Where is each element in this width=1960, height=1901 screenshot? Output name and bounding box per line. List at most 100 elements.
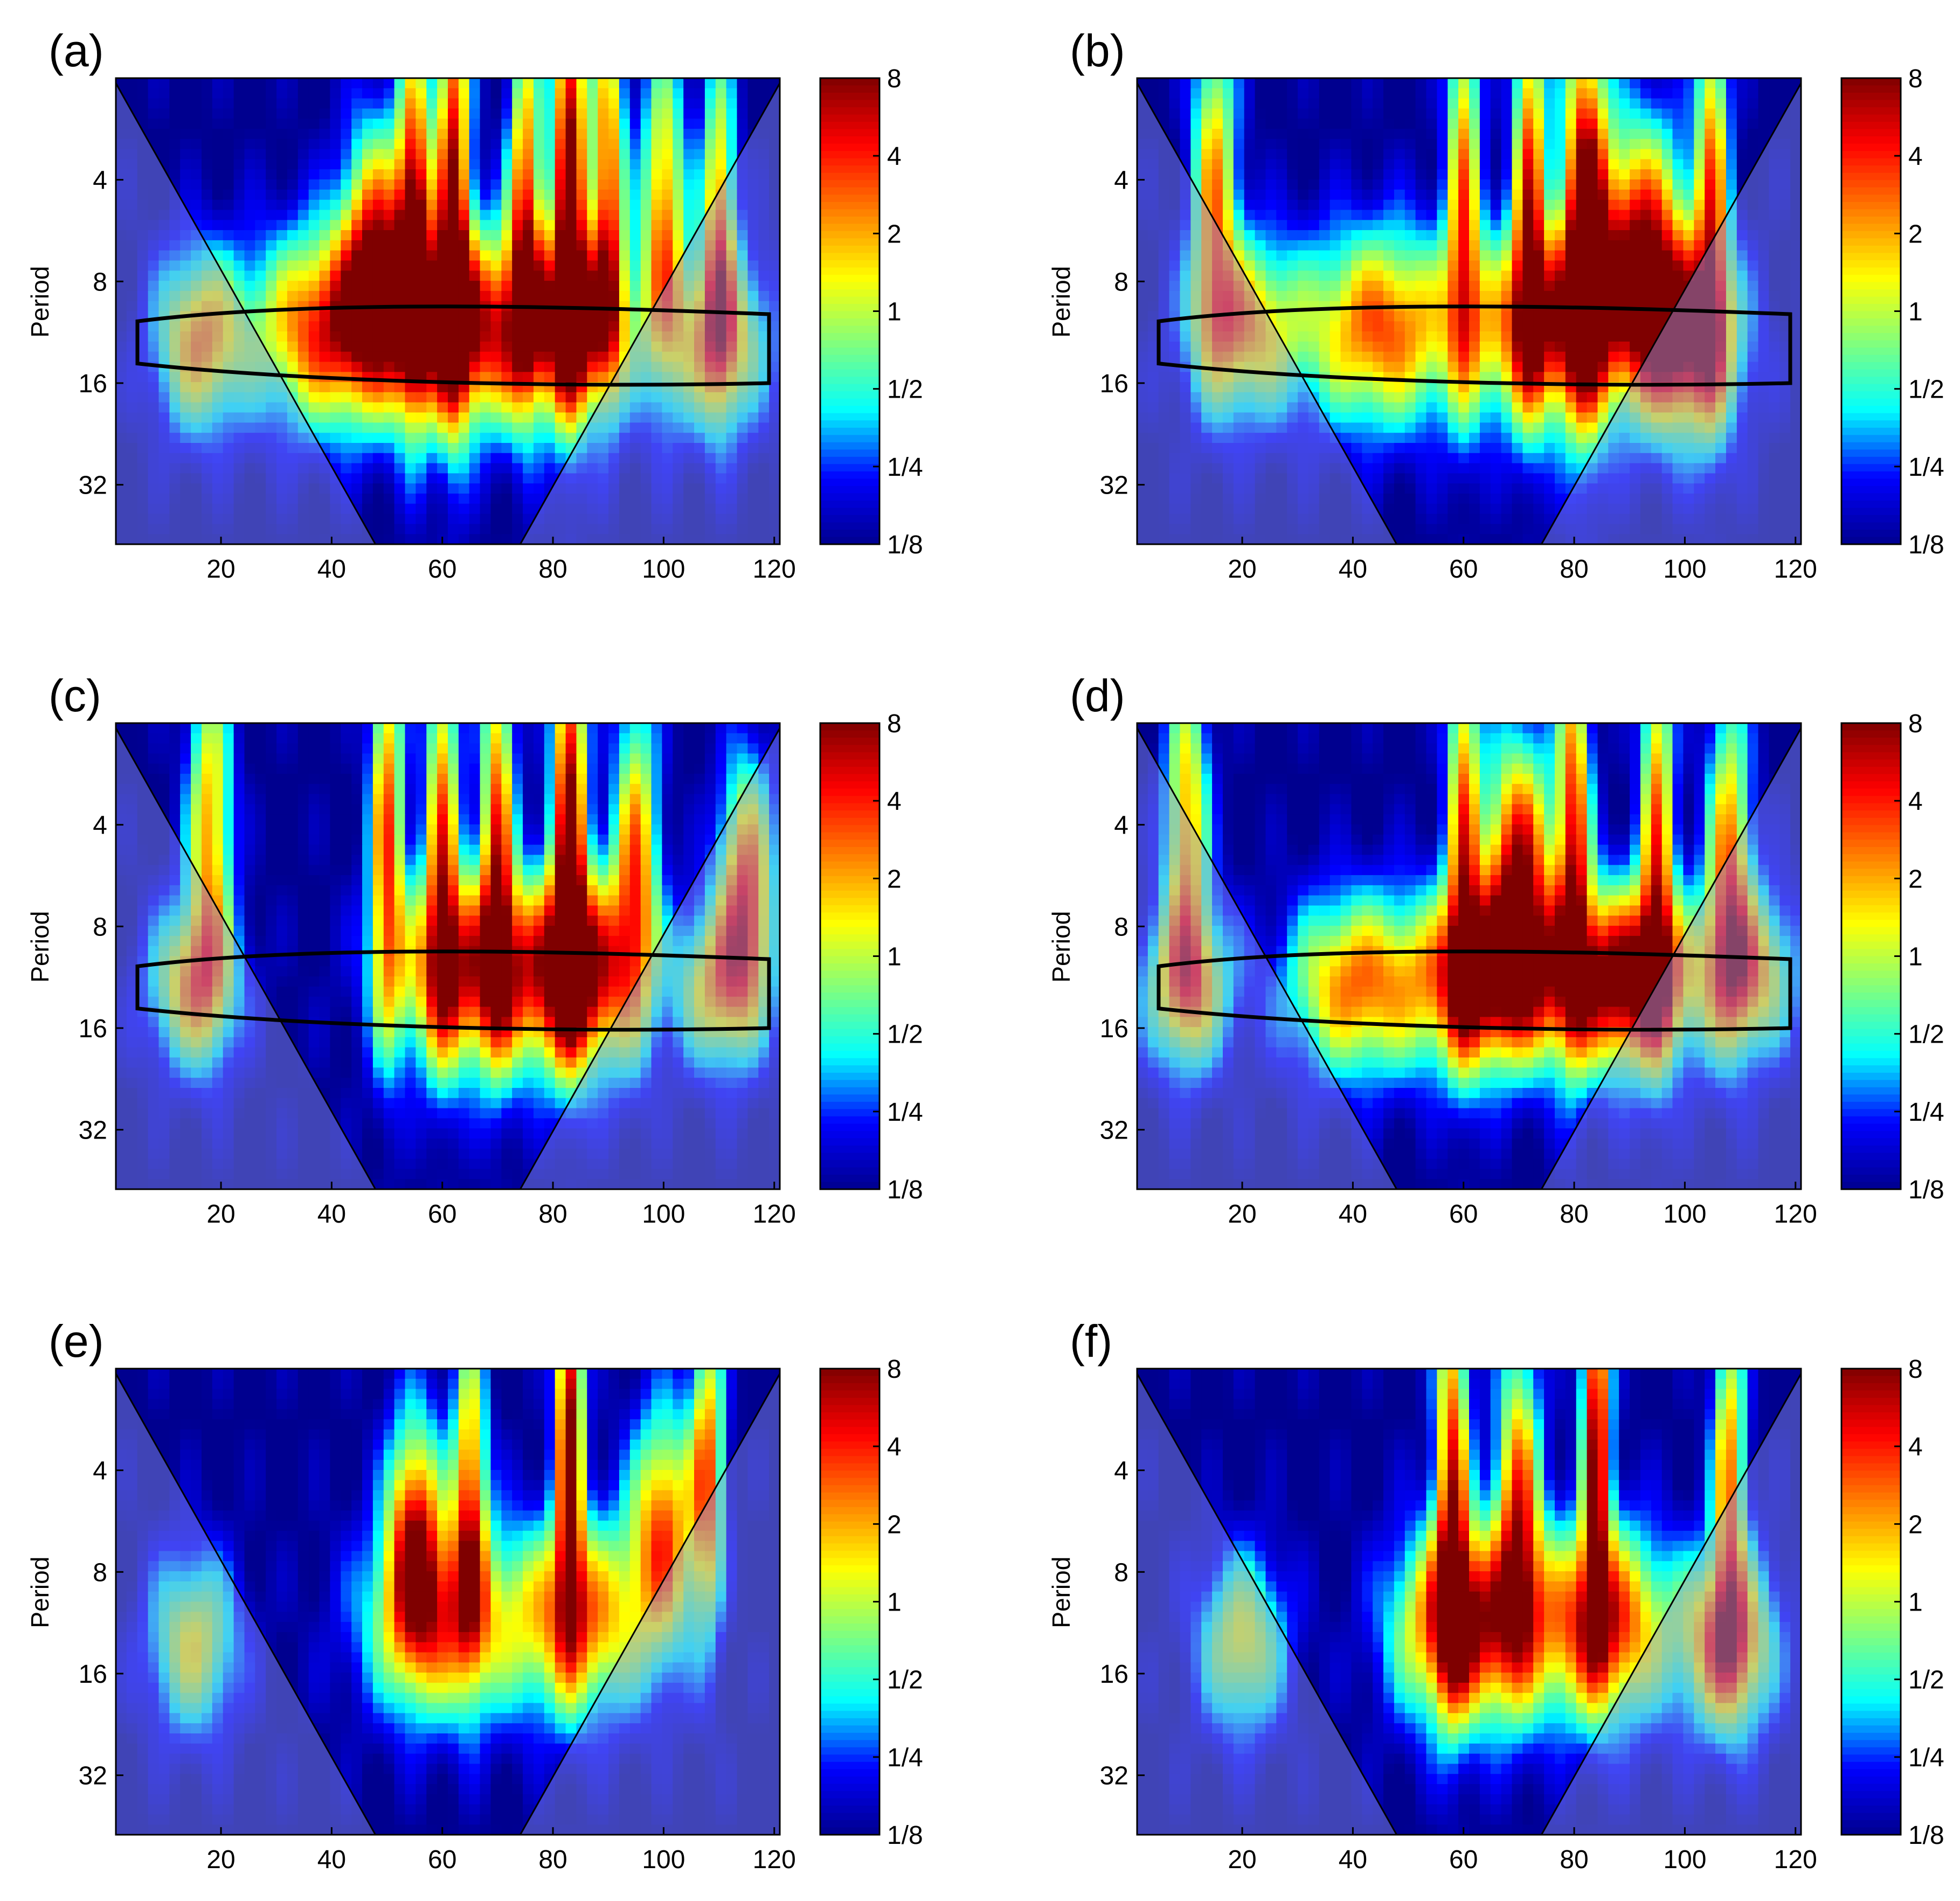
heatmap-cell xyxy=(330,129,342,140)
heatmap-cell xyxy=(1448,351,1459,363)
heatmap-cell xyxy=(576,372,588,383)
heatmap-cell xyxy=(137,88,149,99)
heatmap-cell xyxy=(212,199,224,211)
heatmap-cell xyxy=(651,149,663,160)
heatmap-cell xyxy=(202,189,213,200)
panel-label: (a) xyxy=(49,25,104,76)
heatmap-cell xyxy=(1276,199,1287,211)
heatmap-cell xyxy=(308,129,320,140)
heatmap-cell xyxy=(523,260,534,272)
heatmap-cell xyxy=(1383,270,1395,281)
heatmap-cell xyxy=(276,412,288,424)
heatmap-cell xyxy=(1287,311,1298,322)
heatmap-cell xyxy=(1426,210,1438,221)
heatmap-cell xyxy=(490,514,502,525)
heatmap-cell xyxy=(1640,169,1652,180)
heatmap-cell xyxy=(437,392,448,403)
heatmap-cell xyxy=(437,199,448,211)
heatmap-cell xyxy=(1747,129,1759,140)
heatmap-cell xyxy=(1458,351,1470,363)
heatmap-cell xyxy=(372,412,384,424)
heatmap-cell xyxy=(341,179,352,190)
heatmap-cell xyxy=(469,230,481,241)
heatmap-cell xyxy=(1394,78,1405,89)
heatmap-cell xyxy=(640,331,652,342)
heatmap-cell xyxy=(1501,199,1513,211)
heatmap-cell xyxy=(1576,392,1588,403)
heatmap-cell xyxy=(555,149,566,160)
heatmap-cell xyxy=(1298,281,1309,292)
heatmap-cell xyxy=(608,220,620,231)
heatmap-cell xyxy=(1490,281,1502,292)
heatmap-cell xyxy=(1683,108,1695,119)
heatmap-cell xyxy=(341,98,352,109)
heatmap-cell xyxy=(726,402,738,413)
heatmap-cell xyxy=(426,189,438,200)
heatmap-cell xyxy=(126,78,138,89)
heatmap-cell xyxy=(555,88,566,99)
heatmap-cell xyxy=(1565,199,1577,211)
heatmap-cell xyxy=(1362,159,1373,170)
heatmap-cell xyxy=(405,250,417,261)
heatmap-cell xyxy=(116,382,127,393)
heatmap-cell xyxy=(351,179,363,190)
heatmap-cell xyxy=(662,402,674,413)
heatmap-cell xyxy=(704,281,716,292)
heatmap-cell xyxy=(362,402,373,413)
heatmap-cell xyxy=(1458,331,1470,342)
heatmap-cell xyxy=(587,129,598,140)
heatmap-cell xyxy=(1190,88,1202,99)
heatmap-cell xyxy=(694,270,705,281)
heatmap-cell xyxy=(1726,149,1737,160)
heatmap-cell xyxy=(415,453,427,464)
heatmap-cell xyxy=(415,119,427,129)
heatmap-cell xyxy=(737,220,749,231)
heatmap-cell xyxy=(244,210,256,221)
heatmap-cell xyxy=(1565,88,1577,99)
heatmap-cell xyxy=(244,159,256,170)
heatmap-cell xyxy=(480,494,491,504)
heatmap-cell xyxy=(1512,402,1523,413)
heatmap-cell xyxy=(202,392,213,403)
heatmap-cell xyxy=(1201,179,1213,190)
heatmap-cell xyxy=(287,88,299,99)
heatmap-cell xyxy=(1705,159,1716,170)
heatmap-cell xyxy=(426,433,438,443)
heatmap-cell xyxy=(212,230,224,241)
heatmap-cell xyxy=(747,422,759,433)
heatmap-cell xyxy=(512,98,523,109)
heatmap-cell xyxy=(726,301,738,312)
heatmap-cell xyxy=(255,108,266,119)
heatmap-cell xyxy=(1437,270,1449,281)
heatmap-cell xyxy=(1448,331,1459,342)
heatmap-cell xyxy=(1458,260,1470,272)
heatmap-cell xyxy=(1190,129,1202,140)
heatmap-cell xyxy=(758,149,770,160)
heatmap-cell xyxy=(683,159,695,170)
heatmap-cell xyxy=(330,250,342,261)
heatmap-cell xyxy=(244,199,256,211)
heatmap-cell xyxy=(469,392,481,403)
heatmap-cell xyxy=(1747,138,1759,150)
heatmap-cell xyxy=(587,250,598,261)
heatmap-cell xyxy=(726,341,738,352)
heatmap-cell xyxy=(1362,129,1373,140)
heatmap-cell xyxy=(1298,98,1309,109)
heatmap-cell xyxy=(619,260,631,272)
heatmap-cell xyxy=(1576,199,1588,211)
heatmap-cell xyxy=(480,514,491,525)
heatmap-cell xyxy=(223,138,234,150)
heatmap-cell xyxy=(415,412,427,424)
heatmap-cell xyxy=(1276,119,1287,129)
heatmap-cell xyxy=(565,149,577,160)
heatmap-cell xyxy=(297,281,309,292)
heatmap-cell xyxy=(1276,159,1287,170)
heatmap-cell xyxy=(1223,98,1234,109)
heatmap-cell xyxy=(233,119,245,129)
x-tick-label: 80 xyxy=(538,555,567,584)
heatmap-cell xyxy=(1426,108,1438,119)
heatmap-cell xyxy=(523,311,534,322)
heatmap-cell xyxy=(437,503,448,515)
heatmap-cell xyxy=(1608,260,1619,272)
heatmap-cell xyxy=(1255,250,1266,261)
